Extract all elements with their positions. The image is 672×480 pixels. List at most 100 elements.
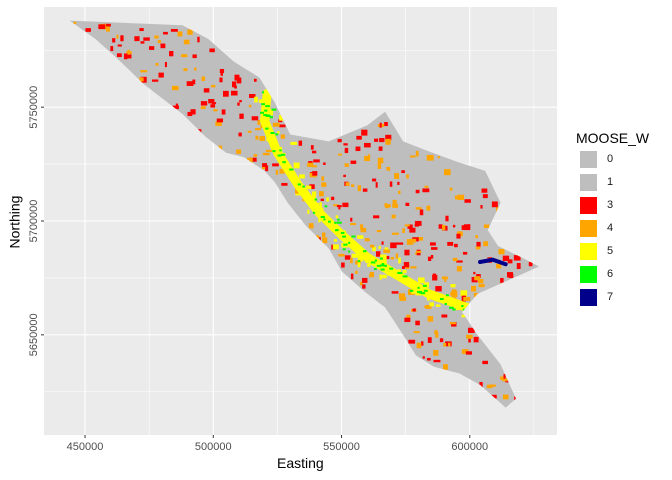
raster-cell xyxy=(379,257,383,260)
raster-cell xyxy=(350,273,354,280)
raster-cell xyxy=(363,142,371,148)
legend-label-5: 5 xyxy=(607,245,614,257)
raster-cell xyxy=(463,296,471,301)
raster-cell xyxy=(186,81,194,86)
raster-cell xyxy=(417,237,424,241)
raster-cell xyxy=(384,247,389,250)
raster-cell xyxy=(414,220,422,226)
raster-cell xyxy=(154,35,159,39)
raster-cell xyxy=(220,72,224,76)
raster-cell xyxy=(475,235,478,239)
raster-cell xyxy=(126,54,132,59)
raster-cell xyxy=(350,257,353,264)
raster-cell xyxy=(444,169,451,176)
raster-cell xyxy=(413,331,420,334)
raster-cell xyxy=(389,267,394,270)
raster-cell xyxy=(404,249,410,256)
raster-cell xyxy=(374,268,377,271)
legend-key-4 xyxy=(580,220,597,237)
raster-cell xyxy=(338,253,345,257)
raster-cell xyxy=(433,350,439,356)
raster-cell xyxy=(203,88,210,93)
raster-cell xyxy=(307,209,310,214)
raster-cell xyxy=(422,188,430,193)
raster-cell xyxy=(468,338,471,343)
raster-cell xyxy=(331,196,335,201)
raster-cell xyxy=(279,124,286,128)
raster-cell xyxy=(143,37,150,41)
raster-cell xyxy=(405,202,410,207)
raster-cell xyxy=(432,274,438,281)
raster-cell xyxy=(269,109,274,116)
raster-cell xyxy=(269,116,273,119)
raster-cell xyxy=(338,205,341,210)
raster-cell xyxy=(397,271,403,274)
raster-cell xyxy=(298,140,303,146)
raster-cell xyxy=(362,250,367,253)
raster-cell xyxy=(420,292,426,295)
raster-cell xyxy=(183,68,188,72)
raster-cell xyxy=(236,77,242,84)
raster-cell xyxy=(279,149,282,152)
raster-cell xyxy=(321,207,324,211)
raster-cell xyxy=(435,304,441,307)
raster-cell xyxy=(265,127,269,130)
raster-cell xyxy=(415,291,422,296)
raster-cell xyxy=(351,184,355,187)
raster-cell xyxy=(507,272,514,278)
raster-cell xyxy=(335,229,338,232)
raster-cell xyxy=(390,257,395,260)
raster-cell xyxy=(350,160,357,164)
raster-cell xyxy=(427,337,432,343)
raster-cell xyxy=(424,185,429,188)
raster-cell xyxy=(451,322,457,327)
raster-cell xyxy=(442,224,446,231)
x-tick-label: 600000 xyxy=(451,441,488,453)
raster-cell xyxy=(439,338,444,343)
raster-cell xyxy=(248,104,252,108)
raster-cell xyxy=(462,251,468,255)
raster-cell xyxy=(404,224,410,227)
raster-cell xyxy=(341,262,345,268)
raster-cell xyxy=(500,277,504,283)
raster-cell xyxy=(312,211,316,214)
raster-cell xyxy=(112,38,116,43)
raster-cell xyxy=(139,28,144,32)
raster-cell xyxy=(397,181,400,185)
raster-cell xyxy=(426,205,431,211)
raster-cell xyxy=(449,322,456,325)
raster-cell xyxy=(481,188,488,193)
raster-cell xyxy=(513,255,521,261)
raster-cell xyxy=(219,77,223,83)
raster-cell xyxy=(200,101,208,106)
raster-cell xyxy=(197,36,200,43)
raster-cell xyxy=(360,227,367,233)
raster-cell xyxy=(302,185,305,188)
region-base xyxy=(69,20,540,408)
raster-cell xyxy=(297,183,301,186)
raster-cell xyxy=(104,23,111,27)
raster-cell xyxy=(117,44,122,47)
raster-cell xyxy=(312,165,317,168)
raster-cell xyxy=(417,286,420,289)
raster-cell xyxy=(419,209,424,216)
raster-cell xyxy=(381,241,384,245)
raster-cell xyxy=(260,123,263,129)
raster-cell xyxy=(473,271,476,275)
raster-cell xyxy=(171,85,179,91)
legend-key-7 xyxy=(580,289,597,306)
raster-cell xyxy=(350,222,356,226)
raster-cell xyxy=(361,129,368,136)
raster-cell xyxy=(411,288,416,294)
raster-cell xyxy=(265,105,270,108)
raster-cell xyxy=(475,246,481,250)
legend-key-3 xyxy=(580,197,597,214)
raster-cell xyxy=(369,274,374,278)
raster-cell xyxy=(164,61,167,68)
raster-cell xyxy=(420,341,424,346)
raster-cell xyxy=(479,381,483,388)
raster-cell xyxy=(192,54,197,59)
raster-cell xyxy=(357,235,364,239)
raster-cell xyxy=(500,376,504,381)
